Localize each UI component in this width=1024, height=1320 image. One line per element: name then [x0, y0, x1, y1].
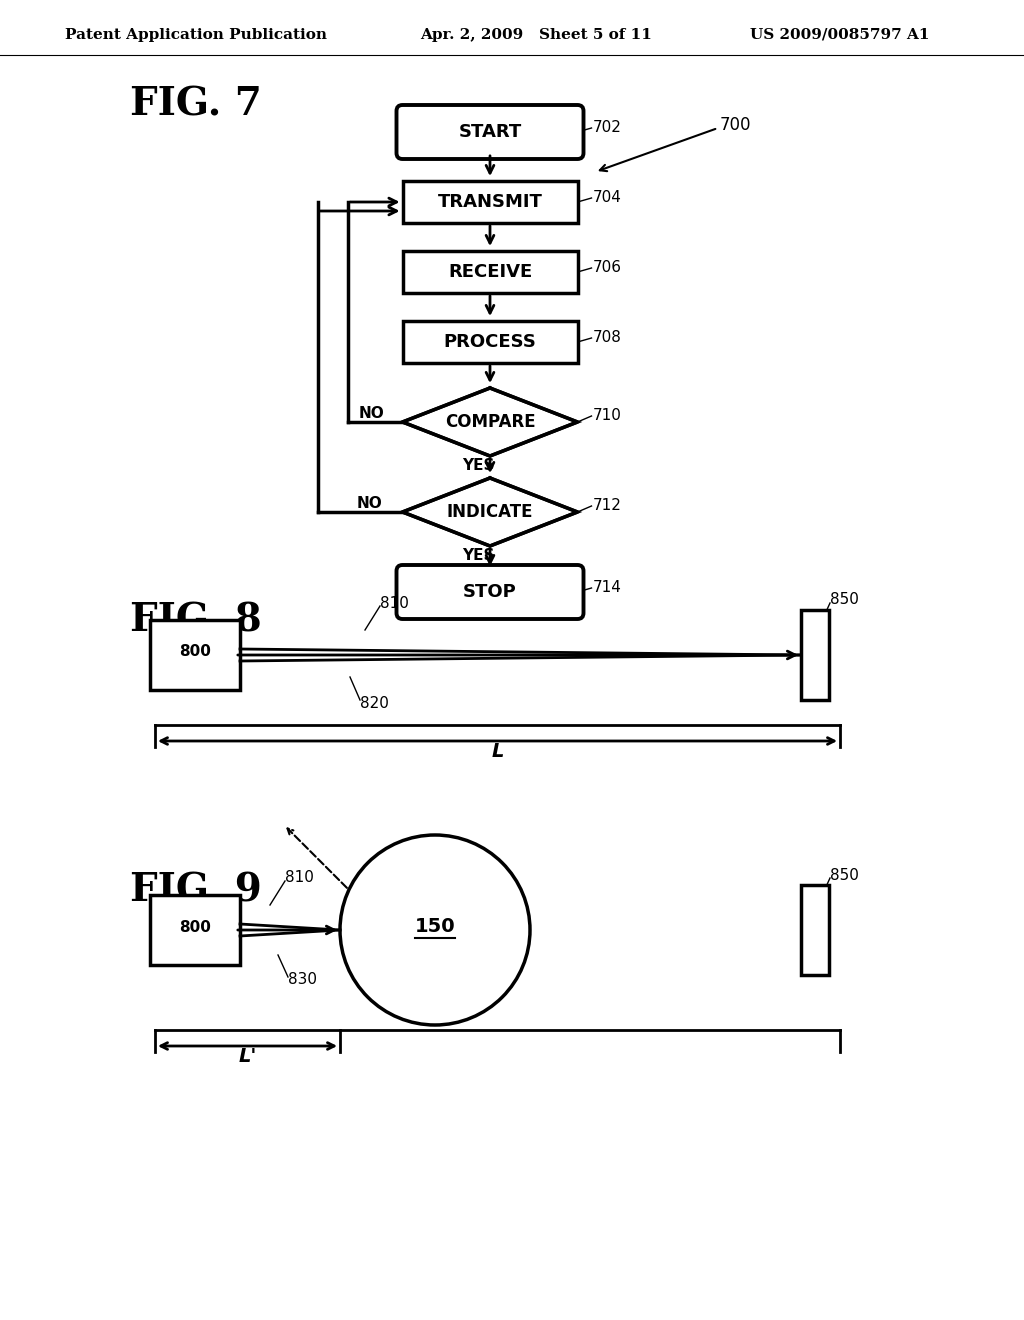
Text: 820: 820: [360, 696, 389, 710]
Text: RECEIVE: RECEIVE: [447, 263, 532, 281]
Text: 702: 702: [593, 120, 622, 136]
Text: 810: 810: [285, 870, 314, 886]
Text: L: L: [492, 742, 504, 762]
Bar: [402, 181, 578, 223]
Text: COMPARE: COMPARE: [444, 413, 536, 432]
Text: 150: 150: [415, 916, 456, 936]
Bar: [150, 895, 240, 965]
Text: NO: NO: [356, 496, 383, 511]
Text: Apr. 2, 2009   Sheet 5 of 11: Apr. 2, 2009 Sheet 5 of 11: [420, 28, 652, 42]
Text: TRANSMIT: TRANSMIT: [437, 193, 543, 211]
Text: 714: 714: [593, 581, 622, 595]
Text: 850: 850: [830, 867, 859, 883]
Text: INDICATE: INDICATE: [446, 503, 534, 521]
Text: YES: YES: [462, 458, 495, 474]
Text: PROCESS: PROCESS: [443, 333, 537, 351]
Text: 830: 830: [288, 973, 317, 987]
Bar: [801, 610, 829, 700]
Text: NO: NO: [358, 407, 384, 421]
Text: YES: YES: [462, 549, 495, 564]
Text: START: START: [459, 123, 521, 141]
Text: US 2009/0085797 A1: US 2009/0085797 A1: [750, 28, 930, 42]
Text: 700: 700: [720, 116, 752, 135]
Text: L': L': [239, 1047, 257, 1067]
Polygon shape: [402, 478, 578, 546]
Text: 712: 712: [593, 499, 622, 513]
Text: 706: 706: [593, 260, 622, 276]
Bar: [801, 884, 829, 975]
Bar: [150, 620, 240, 690]
Polygon shape: [402, 388, 578, 455]
Text: 704: 704: [593, 190, 622, 206]
Text: 800: 800: [179, 920, 211, 935]
Text: 800: 800: [179, 644, 211, 660]
Text: FIG. 8: FIG. 8: [130, 601, 262, 639]
Text: 850: 850: [830, 593, 859, 607]
FancyBboxPatch shape: [396, 106, 584, 158]
Text: FIG. 7: FIG. 7: [130, 86, 262, 124]
Text: 708: 708: [593, 330, 622, 346]
Bar: [402, 251, 578, 293]
Text: Patent Application Publication: Patent Application Publication: [65, 28, 327, 42]
FancyBboxPatch shape: [396, 565, 584, 619]
Text: 810: 810: [380, 595, 409, 610]
Text: FIG. 9: FIG. 9: [130, 871, 262, 909]
Text: 710: 710: [593, 408, 622, 424]
Bar: [402, 321, 578, 363]
Text: STOP: STOP: [463, 583, 517, 601]
